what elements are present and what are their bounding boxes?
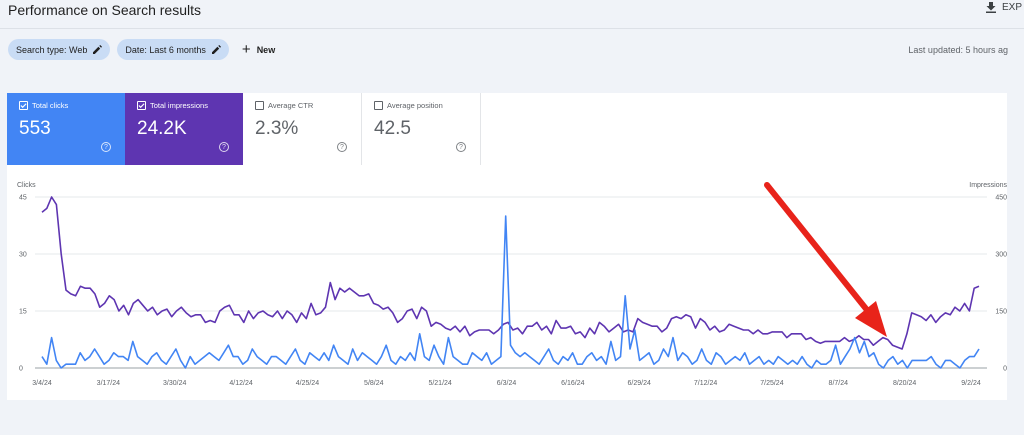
x-tick-label: 8/7/24 — [829, 380, 849, 387]
checkbox-checked-icon[interactable] — [19, 101, 28, 110]
help-icon[interactable]: ? — [337, 142, 347, 152]
export-button[interactable]: EXP — [985, 2, 1022, 13]
new-filter-button[interactable]: + New — [241, 40, 276, 58]
header-divider — [0, 28, 1024, 29]
help-icon[interactable]: ? — [219, 142, 229, 152]
total-impressions-card[interactable]: Total impressions 24.2K ? — [125, 93, 243, 165]
left-tick-label: 30 — [19, 252, 27, 259]
date-chip[interactable]: Date: Last 6 months — [117, 39, 229, 60]
left-tick-label: 45 — [19, 195, 27, 202]
left-tick-label: 15 — [19, 309, 27, 316]
edit-icon — [211, 45, 221, 54]
red-annotation-arrow-head — [855, 301, 887, 337]
total-clicks-label: Total clicks — [32, 101, 69, 110]
help-icon[interactable]: ? — [101, 142, 111, 152]
help-icon[interactable]: ? — [456, 142, 466, 152]
left-axis-title: Clicks — [17, 182, 36, 189]
x-tick-label: 6/29/24 — [628, 380, 651, 387]
total-clicks-value: 553 — [19, 118, 51, 139]
performance-panel: Total clicks 553 ? Total impressions 24.… — [7, 93, 1007, 400]
average-ctr-label: Average CTR — [268, 101, 314, 110]
checkbox-unchecked-icon[interactable] — [255, 101, 264, 110]
total-clicks-card[interactable]: Total clicks 553 ? — [7, 93, 125, 165]
header: Performance on Search results EXP — [0, 0, 1024, 22]
average-ctr-value: 2.3% — [255, 118, 299, 139]
average-position-card[interactable]: Average position 42.5 ? — [362, 93, 481, 165]
x-tick-label: 7/12/24 — [694, 380, 717, 387]
clicks-series-line — [41, 215, 980, 369]
performance-chart[interactable]: Clicks Impressions 45 450 30 300 15 150 0 0 3/4/24… — [7, 175, 1007, 400]
edit-icon — [93, 45, 103, 54]
export-label: EXP — [1001, 2, 1022, 13]
plus-icon: + — [241, 40, 251, 58]
x-tick-label: 4/12/24 — [229, 380, 252, 387]
x-tick-label: 3/4/24 — [32, 380, 52, 387]
checkbox-unchecked-icon[interactable] — [374, 101, 383, 110]
date-label: Date: Last 6 months — [125, 44, 206, 55]
right-tick-label: 150 — [995, 309, 1007, 316]
x-tick-label: 9/2/24 — [961, 380, 981, 387]
right-tick-label: 0 — [1003, 366, 1007, 373]
x-tick-label: 6/3/24 — [497, 380, 517, 387]
checkbox-checked-icon[interactable] — [137, 101, 146, 110]
x-tick-label: 7/25/24 — [760, 380, 783, 387]
average-position-label: Average position — [387, 101, 443, 110]
right-tick-label: 450 — [995, 195, 1007, 202]
x-tick-label: 4/25/24 — [296, 380, 319, 387]
new-label: New — [256, 44, 276, 55]
left-tick-label: 0 — [19, 366, 23, 373]
x-tick-label: 5/21/24 — [428, 380, 451, 387]
total-impressions-value: 24.2K — [137, 118, 187, 139]
x-tick-label: 5/8/24 — [364, 380, 384, 387]
filter-bar: Search type: Web Date: Last 6 months + N… — [8, 39, 275, 60]
search-type-label: Search type: Web — [16, 44, 88, 55]
x-tick-label: 3/17/24 — [97, 380, 120, 387]
x-tick-label: 8/20/24 — [893, 380, 916, 387]
total-impressions-label: Total impressions — [150, 101, 208, 110]
x-tick-label: 6/16/24 — [561, 380, 584, 387]
download-icon — [985, 2, 996, 13]
search-type-chip[interactable]: Search type: Web — [8, 39, 111, 60]
average-position-value: 42.5 — [374, 118, 411, 139]
x-tick-label: 3/30/24 — [163, 380, 186, 387]
last-updated-text: Last updated: 5 hours ag — [908, 45, 1008, 55]
right-tick-label: 300 — [995, 252, 1007, 259]
right-axis-title: Impressions — [969, 182, 1007, 189]
page-title: Performance on Search results — [8, 2, 201, 18]
red-annotation-arrow-shaft — [764, 182, 870, 313]
metric-cards: Total clicks 553 ? Total impressions 24.… — [7, 93, 481, 165]
average-ctr-card[interactable]: Average CTR 2.3% ? — [243, 93, 362, 165]
